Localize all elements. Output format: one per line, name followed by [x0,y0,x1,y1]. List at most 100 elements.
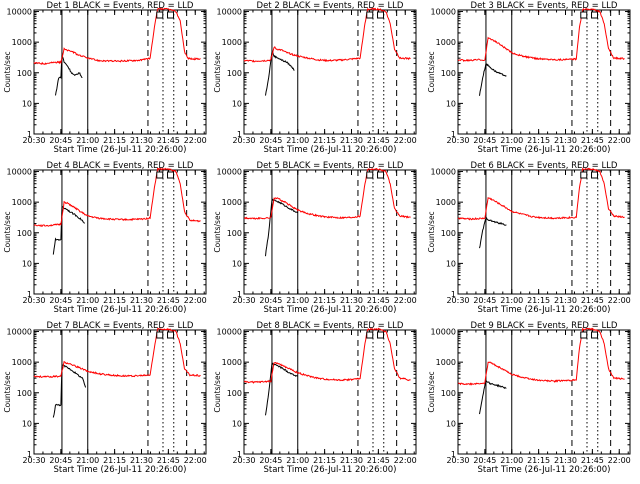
lld-series-red [243,167,411,220]
attenuator-marker [591,331,599,339]
panel-5: 1 10 100 1000 10000 20:30 20:45 21:00 21:15 21:30… [213,161,417,315]
y-axis-label: Counts/sec [213,51,222,92]
attenuator-marker [167,331,175,339]
panel-title: Det 2 BLACK = Events, RED = LLD [257,1,404,11]
y-tick-label: 1 [27,450,32,459]
y-tick-label: 1000 [222,198,242,207]
y-axis-label: Counts/sec [3,211,12,252]
x-tick-label: 21:45 [581,296,604,305]
attenuator-marker [366,171,374,179]
x-tick-label: 22:00 [394,296,417,305]
attenuator-marker [377,331,385,339]
lld-series-red [33,167,201,227]
x-tick-label: 20:30 [232,456,255,465]
x-tick-label: 20:45 [49,136,72,145]
x-axis-label: Start Time (26-Jul-11 20:26:00) [264,465,397,475]
plot-frame [457,169,631,295]
y-axis-label: Counts/sec [427,51,436,92]
plot-frame [33,169,207,295]
attenuator-marker [366,331,374,339]
y-tick-label: 100 [227,229,242,238]
y-tick-label: 1000 [12,198,32,207]
attenuator-marker [580,11,588,19]
y-tick-label: 100 [17,389,32,398]
x-tick-label: 21:45 [157,456,180,465]
x-tick-label: 20:45 [49,456,72,465]
y-axis-label: Counts/sec [3,371,12,412]
panel-title: Det 1 BLACK = Events, RED = LLD [47,1,194,11]
x-axis-label: Start Time (26-Jul-11 20:26:00) [54,305,187,315]
x-tick-label: 21:45 [367,136,390,145]
y-tick-label: 10 [446,99,456,108]
lld-series-red [457,167,625,221]
x-axis-label: Start Time (26-Jul-11 20:26:00) [264,305,397,315]
panel-2: 1 10 100 1000 10000 20:30 20:45 21:00 21:15 21:30… [213,1,417,155]
events-series-black [265,361,298,416]
attenuator-marker [156,331,164,339]
x-tick-label: 20:30 [446,296,469,305]
plot-frame [243,169,417,295]
y-tick-label: 1000 [222,358,242,367]
x-tick-label: 22:00 [394,456,417,465]
events-series-black [55,54,83,96]
y-tick-label: 10 [22,419,32,428]
y-tick-label: 10 [232,419,242,428]
panel-9: 1 10 100 1000 10000 20:30 20:45 21:00 21:15 21:30… [427,321,631,475]
panel-4: 1 10 100 1000 10000 20:30 20:45 21:00 21:15 21:30… [3,161,207,315]
attenuator-marker [167,11,175,19]
x-tick-label: 22:00 [184,296,207,305]
x-tick-label: 21:15 [313,296,336,305]
x-tick-label: 21:00 [500,296,523,305]
x-tick-label: 22:00 [184,456,207,465]
y-axis-label: Counts/sec [427,371,436,412]
panel-1: 1 10 100 1000 10000 20:30 20:45 21:00 21:15 21:30… [3,1,207,155]
x-tick-label: 20:45 [473,296,496,305]
x-tick-label: 20:45 [473,136,496,145]
x-tick-label: 21:30 [130,296,153,305]
panel-title: Det 3 BLACK = Events, RED = LLD [471,1,618,11]
x-tick-label: 22:00 [184,136,207,145]
attenuator-marker [580,331,588,339]
plot-frame [33,9,207,135]
x-tick-label: 20:30 [446,456,469,465]
y-tick-label: 1 [451,290,456,299]
x-tick-label: 21:45 [581,136,604,145]
panel-3: 1 10 100 1000 10000 20:30 20:45 21:00 21:15 21:30… [427,1,631,155]
y-tick-label: 10000 [217,168,242,177]
x-tick-label: 21:00 [76,296,99,305]
y-tick-label: 10000 [7,328,32,337]
y-tick-label: 10000 [7,168,32,177]
y-tick-label: 100 [227,69,242,78]
y-tick-label: 1 [237,290,242,299]
panel-title: Det 7 BLACK = Events, RED = LLD [47,321,194,331]
x-tick-label: 21:30 [554,456,577,465]
lld-series-red [33,7,201,65]
x-axis-label: Start Time (26-Jul-11 20:26:00) [478,465,611,475]
x-tick-label: 20:45 [259,456,282,465]
x-tick-label: 20:45 [473,456,496,465]
lld-series-red [243,327,411,384]
y-tick-label: 1000 [12,38,32,47]
x-tick-label: 21:15 [313,136,336,145]
panel-title: Det 5 BLACK = Events, RED = LLD [257,161,404,171]
panel-title: Det 8 BLACK = Events, RED = LLD [257,321,404,331]
x-tick-label: 20:30 [232,136,255,145]
lld-series-red [457,327,625,386]
x-tick-label: 21:15 [527,456,550,465]
attenuator-marker [366,11,374,19]
events-series-black [52,205,85,255]
y-tick-label: 1 [237,450,242,459]
y-tick-label: 10 [232,259,242,268]
x-tick-label: 21:00 [286,296,309,305]
x-tick-label: 21:30 [130,136,153,145]
x-tick-label: 21:00 [500,456,523,465]
y-tick-label: 10000 [7,8,32,17]
y-tick-label: 1000 [436,358,456,367]
plot-frame [243,9,417,135]
x-tick-label: 21:30 [340,296,363,305]
x-tick-label: 22:00 [608,136,631,145]
y-tick-label: 10000 [431,328,456,337]
plot-frame [243,329,417,455]
x-axis-label: Start Time (26-Jul-11 20:26:00) [478,145,611,155]
